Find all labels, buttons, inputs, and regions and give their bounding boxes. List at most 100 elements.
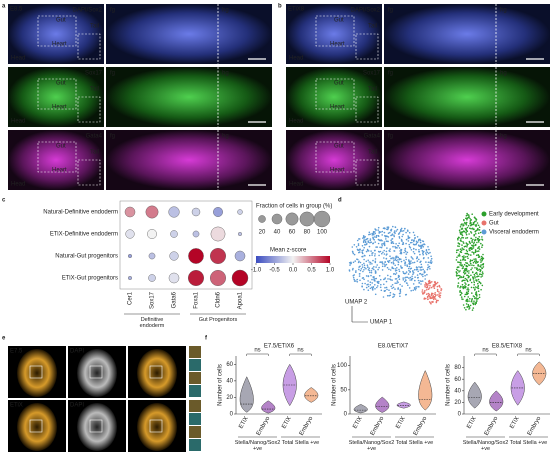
color-tick-label: -0.5 [269, 268, 280, 274]
anatomy-label: Tail [368, 87, 377, 93]
umap-cell [471, 264, 473, 267]
x-tick-label: ETiX [466, 416, 478, 430]
anatomy-label: Head [289, 56, 303, 62]
umap-cell [397, 281, 399, 284]
roi-box [89, 365, 103, 379]
umap-cell [394, 232, 396, 234]
row-label: Natural-Gut progenitors [55, 254, 118, 260]
umap-cell [408, 263, 410, 265]
umap-cell [470, 274, 472, 277]
umap-cell [457, 286, 459, 288]
umap-cell [470, 224, 472, 227]
size-key [285, 212, 299, 226]
region-label: hg [500, 71, 507, 77]
umap-cell [395, 246, 398, 249]
umap-cell [419, 273, 421, 275]
umap-cell [359, 279, 361, 282]
umap-cell [364, 243, 366, 246]
umap-cell [377, 235, 380, 237]
umap-cell [372, 289, 374, 291]
umap-cell [474, 239, 477, 241]
umap-cell [372, 286, 375, 289]
umap-cell [428, 293, 431, 296]
umap-cell [461, 228, 464, 230]
umap-cell [381, 245, 384, 247]
umap-cell [481, 246, 483, 248]
sig-label: ns [297, 348, 303, 354]
umap-cell [393, 234, 395, 236]
umap-cell [400, 238, 403, 241]
umap-cell [481, 284, 484, 287]
umap-cell [397, 244, 399, 247]
umap-cell [394, 257, 396, 259]
umap-cell [392, 262, 395, 265]
umap-cell [473, 258, 475, 261]
umap-cell [426, 268, 429, 271]
umap-cell [455, 259, 458, 261]
dot [125, 229, 135, 239]
umap-cell [434, 282, 437, 284]
umap-cell [468, 240, 471, 243]
umap-cell [368, 231, 371, 234]
umap-cell [430, 296, 432, 298]
violin [261, 400, 276, 414]
umap-cell [463, 263, 466, 266]
umap-cell [365, 286, 368, 289]
umap-cell [377, 242, 380, 245]
umap-cell [389, 291, 392, 294]
umap-cell [475, 291, 477, 294]
umap-cell [461, 231, 463, 233]
umap-cell [399, 292, 402, 294]
umap-cell [369, 238, 372, 240]
umap-cell [376, 264, 379, 266]
umap-cell [474, 288, 476, 290]
umap-cell [476, 229, 479, 231]
umap-cell [469, 242, 472, 245]
umap-cell [361, 252, 364, 255]
umap-cell [357, 244, 360, 247]
umap-cell [386, 288, 388, 291]
umap-cell [466, 298, 469, 301]
umap-cell [466, 226, 469, 229]
umap-cell [372, 237, 374, 239]
umap-cell [477, 232, 480, 234]
umap-cell [436, 285, 439, 288]
umap-cell [359, 261, 362, 264]
umap-cell [402, 233, 404, 236]
umap-cell [375, 266, 377, 268]
umap-cell [372, 259, 374, 262]
umap-cell [468, 216, 470, 218]
umap-cell [413, 261, 416, 264]
umap-cell [466, 217, 469, 219]
umap-cell [481, 244, 484, 246]
umap-cell [361, 255, 363, 258]
umap-cell [356, 239, 359, 242]
umap-cell [456, 275, 458, 277]
umap-cell [404, 249, 406, 251]
x-tick-label: Embryo [484, 415, 500, 436]
umap-cell [473, 280, 475, 282]
umap-cell [435, 301, 438, 303]
umap-cell [465, 262, 467, 264]
umap-cell [430, 286, 433, 289]
umap-cell [481, 275, 484, 277]
umap-cell [463, 295, 466, 298]
umap-cell [459, 232, 462, 234]
umap-cell [422, 293, 424, 295]
umap-cell [473, 284, 476, 286]
umap-cell [465, 249, 468, 251]
dot [128, 276, 132, 280]
micrograph-zoom [106, 4, 272, 64]
umap-cell [374, 293, 377, 296]
umap-cell [478, 229, 480, 231]
umap-cell [404, 227, 406, 230]
inset [189, 413, 201, 425]
umap-cell [392, 225, 394, 228]
umap-cell [457, 237, 459, 240]
umap-cell [396, 255, 398, 258]
umap-cell [362, 235, 365, 237]
dot [124, 206, 136, 218]
anatomy-label: Heart [330, 42, 345, 48]
umap-cell [359, 248, 361, 251]
umap-cell [463, 230, 466, 233]
